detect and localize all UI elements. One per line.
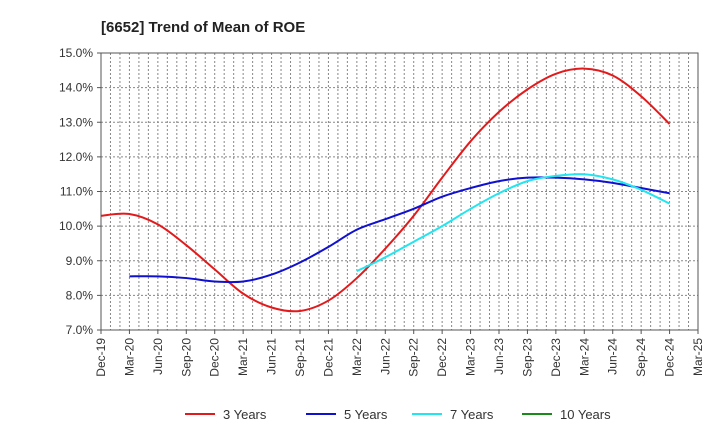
- x-tick-label: Sep-20: [179, 338, 193, 377]
- axes: 7.0% 8.0% 9.0% 10.0% 11.0% 12.0% 13.0% 14.0% 15.…: [59, 46, 705, 377]
- legend: 3 Years 5 Years 7 Years 10 Years: [185, 407, 611, 422]
- x-tick-label: Mar-25: [691, 338, 705, 376]
- x-tick-label: Dec-21: [321, 338, 335, 377]
- y-tick-label: 14.0%: [59, 81, 93, 95]
- x-tick-label: Dec-23: [549, 338, 563, 377]
- x-tick-label: Sep-21: [293, 338, 307, 377]
- x-tick-label: Sep-23: [520, 338, 534, 377]
- series-line-2: [129, 176, 670, 284]
- y-tick-label: 11.0%: [60, 185, 93, 199]
- chart-title: [6652] Trend of Mean of ROE: [101, 19, 305, 36]
- x-tick-label: Dec-22: [435, 338, 449, 377]
- y-tick-label: 7.0%: [66, 323, 94, 337]
- x-tick-label: Dec-20: [208, 338, 222, 377]
- x-tick-label: Jun-24: [606, 338, 620, 375]
- legend-label-1: 3 Years: [223, 407, 267, 422]
- legend-label-3: 7 Years: [450, 407, 494, 422]
- x-tick-label: Mar-20: [122, 338, 136, 376]
- x-tick-label: Dec-19: [94, 338, 108, 377]
- x-tick-label: Dec-24: [663, 338, 677, 377]
- x-tick-label: Mar-22: [350, 338, 364, 376]
- x-tick-label: Jun-20: [151, 338, 165, 375]
- y-tick-label: 10.0%: [59, 219, 93, 233]
- legend-label-4: 10 Years: [560, 407, 611, 422]
- x-tick-label: Sep-22: [407, 338, 421, 377]
- x-tick-label: Mar-23: [464, 338, 478, 376]
- series-line-3: [356, 173, 671, 273]
- legend-label-2: 5 Years: [344, 407, 388, 422]
- x-tick-label: Jun-23: [492, 338, 506, 375]
- x-tick-label: Jun-22: [378, 338, 392, 375]
- y-tick-label: 12.0%: [59, 150, 93, 164]
- y-tick-label: 15.0%: [59, 46, 93, 60]
- series-lines: [100, 67, 671, 313]
- x-tick-label: Jun-21: [265, 338, 279, 375]
- y-tick-label: 13.0%: [59, 115, 93, 129]
- grid: [100, 52, 699, 331]
- y-tick-label: 9.0%: [66, 254, 94, 268]
- x-tick-label: Mar-21: [236, 338, 250, 376]
- x-tick-label: Mar-24: [577, 338, 591, 376]
- x-tick-label: Sep-24: [634, 338, 648, 377]
- series-line-1: [100, 67, 671, 313]
- y-tick-label: 8.0%: [66, 288, 94, 302]
